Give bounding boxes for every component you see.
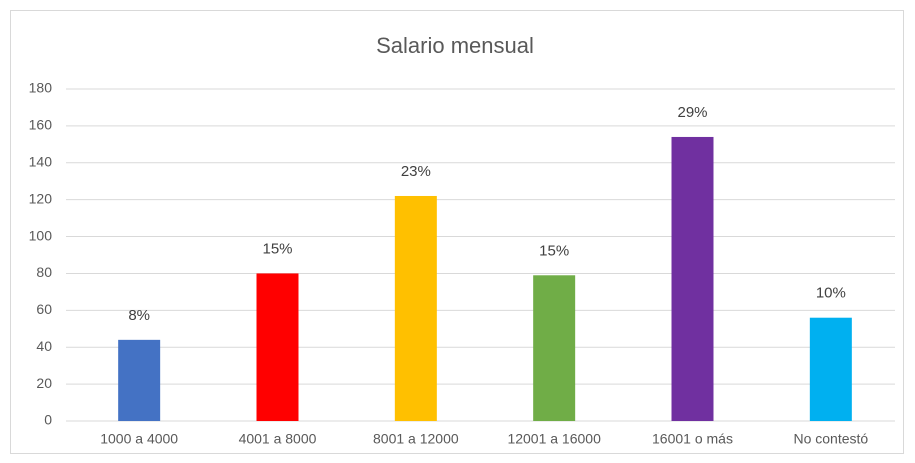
y-tick-label: 20 [36, 375, 52, 391]
x-tick-label: No contestó [793, 431, 868, 447]
data-label: 15% [539, 242, 569, 259]
y-tick-label: 180 [29, 80, 53, 96]
y-tick-label: 140 [29, 153, 53, 169]
data-label: 10% [816, 285, 846, 302]
bar [671, 136, 714, 421]
data-label: 8% [128, 307, 150, 324]
y-tick-label: 60 [36, 301, 52, 317]
y-tick-label: 100 [29, 227, 53, 243]
y-tick-label: 40 [36, 338, 52, 354]
y-tick-label: 0 [44, 412, 52, 428]
chart-title: Salario mensual [376, 33, 534, 58]
x-tick-label: 8001 a 12000 [373, 431, 459, 447]
x-tick-label: 1000 a 4000 [100, 431, 178, 447]
bar [533, 275, 576, 421]
bar [394, 195, 437, 421]
x-tick-label: 4001 a 8000 [239, 431, 317, 447]
data-label: 15% [262, 240, 292, 257]
bar [809, 317, 852, 421]
x-tick-label: 16001 o más [652, 431, 733, 447]
data-label: 29% [677, 104, 707, 121]
y-tick-label: 160 [29, 117, 53, 133]
y-tick-label: 80 [36, 264, 52, 280]
data-label: 23% [401, 163, 431, 180]
bar [118, 339, 161, 421]
y-tick-label: 120 [29, 190, 53, 206]
x-tick-label: 12001 a 16000 [507, 431, 601, 447]
bar [256, 273, 299, 421]
